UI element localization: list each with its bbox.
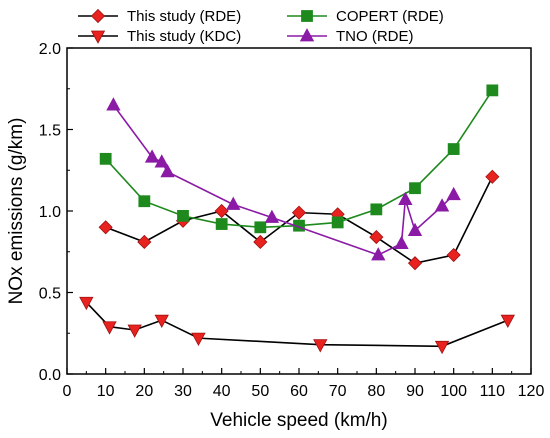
x-axis-title: Vehicle speed (km/h) (210, 410, 387, 431)
legend-label: This study (KDC) (127, 28, 241, 45)
x-tick-label: 110 (480, 383, 506, 400)
x-tick-label: 120 (518, 383, 545, 400)
series-layer (79, 84, 515, 355)
data-point (264, 209, 280, 223)
y-tick-label: 1.5 (39, 123, 61, 140)
y-tick-label: 0.0 (39, 367, 61, 384)
series-1 (79, 296, 515, 355)
data-point (98, 220, 113, 235)
data-point (398, 191, 413, 205)
data-point (291, 205, 307, 220)
y-axis: 0.0 0.5 1.0 1.5 2.0 (39, 41, 73, 384)
series-line (85, 301, 509, 348)
data-point (106, 97, 121, 111)
legend-marker (90, 8, 106, 24)
data-point (407, 256, 423, 271)
legend-marker (301, 10, 313, 22)
x-tick-label: 10 (97, 383, 115, 400)
data-point (500, 314, 515, 329)
data-point (102, 321, 117, 335)
data-point (79, 296, 94, 311)
x-tick-label: 70 (329, 383, 347, 400)
y-tick-label: 1.0 (39, 204, 61, 221)
data-point (154, 154, 169, 168)
data-point (191, 332, 206, 346)
data-point (394, 235, 409, 250)
data-point (447, 143, 460, 155)
data-point (254, 221, 267, 234)
data-point (407, 222, 423, 236)
data-point (226, 196, 241, 210)
series-2 (99, 84, 499, 234)
y-tick-label: 0.5 (39, 286, 61, 303)
data-point (371, 247, 386, 261)
data-point (486, 84, 499, 97)
legend-label: TNO (RDE) (336, 28, 414, 45)
x-axis: 0 10 20 30 40 50 60 70 80 90 100 110 120 (63, 368, 545, 400)
x-tick-label: 20 (135, 383, 153, 400)
y-tick-label: 2.0 (39, 41, 61, 58)
data-point (177, 209, 189, 222)
x-tick-label: 90 (406, 383, 424, 400)
legend-marker (299, 28, 315, 42)
x-tick-label: 50 (251, 383, 269, 400)
x-tick-label: 40 (213, 383, 231, 400)
data-point (446, 186, 461, 201)
x-tick-label: 80 (367, 383, 385, 400)
data-point (253, 234, 268, 250)
legend-marker (90, 30, 106, 44)
data-point (160, 164, 175, 178)
plot-area (66, 47, 532, 375)
data-point (434, 198, 450, 212)
legend-label: This study (RDE) (127, 8, 241, 25)
data-point (144, 149, 160, 163)
series-line (112, 104, 455, 256)
data-point (434, 340, 450, 355)
data-point (313, 339, 328, 353)
x-tick-label: 100 (440, 383, 467, 400)
data-point (127, 324, 142, 338)
data-point (446, 247, 461, 263)
data-point (99, 152, 112, 165)
y-axis-title: NOx emissions (g/km) (6, 118, 27, 305)
data-point (370, 203, 383, 216)
x-tick-label: 30 (174, 383, 192, 400)
data-point (409, 182, 421, 195)
x-tick-label: 60 (290, 383, 308, 400)
legend-label: COPERT (RDE) (336, 8, 444, 25)
data-point (369, 230, 384, 245)
data-point (154, 314, 169, 329)
legend: This study (RDE) This study (KDC) COPERT (… (78, 8, 444, 45)
data-point (485, 169, 500, 184)
data-point (214, 203, 229, 219)
data-point (331, 216, 344, 229)
data-point (137, 234, 152, 250)
data-point (138, 195, 151, 208)
series-3 (106, 97, 461, 261)
x-tick-label: 0 (63, 383, 72, 400)
data-point (215, 218, 228, 230)
